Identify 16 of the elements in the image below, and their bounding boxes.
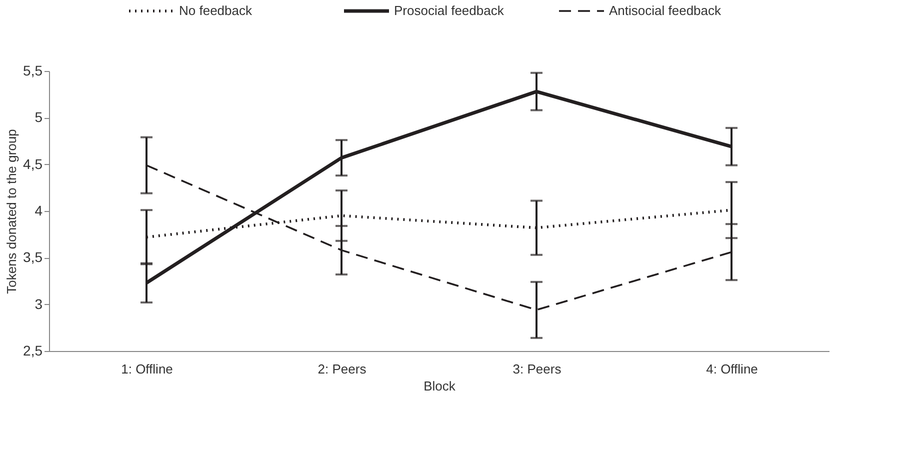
- x-tick-label: 1: Offline: [121, 362, 173, 376]
- x-tick-label: 4: Offline: [706, 362, 758, 376]
- legend-label: Antisocial feedback: [609, 3, 722, 18]
- legend-label: No feedback: [179, 3, 252, 18]
- y-axis-title: Tokens donated to the group: [4, 129, 20, 294]
- x-tick-label: 3: Peers: [512, 362, 562, 376]
- y-tick-label: 2,5: [23, 342, 43, 358]
- x-tick-label: 2: Peers: [318, 362, 367, 376]
- y-tick-label: 5,5: [23, 62, 43, 78]
- y-tick-label: 4,5: [23, 156, 43, 172]
- x-axis-title: Block: [424, 378, 456, 394]
- y-tick-label: 4: [34, 202, 43, 218]
- legend-label: Prosocial feedback: [394, 3, 504, 18]
- y-tick-label: 3,5: [23, 249, 43, 266]
- y-tick-label: 3: [34, 296, 43, 312]
- y-tick-label: 5: [34, 109, 43, 126]
